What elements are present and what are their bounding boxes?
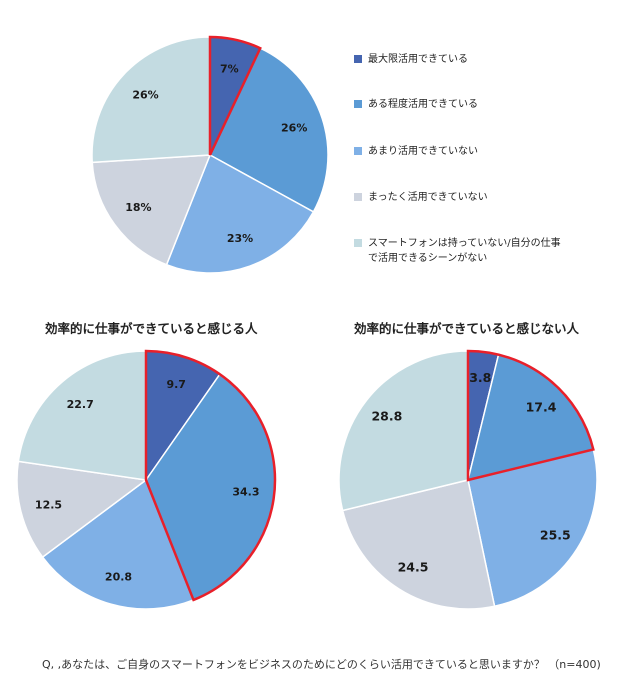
legend-item: ある程度活用できている (354, 97, 478, 112)
data-label: 12.5 (35, 499, 62, 512)
chart-title-efficient: 効率的に仕事ができていると感じる人 (45, 321, 258, 336)
pie-slice (17, 350, 147, 481)
data-label: 18% (125, 201, 151, 214)
data-label: 34.3 (232, 486, 259, 499)
data-label: 7% (220, 63, 239, 76)
legend-item: スマートフォンは持っていない/自分の仕事 で活用できるシーンがない (354, 236, 561, 266)
legend-swatch (354, 100, 362, 108)
legend-label: ある程度活用できている (368, 99, 478, 110)
pie-slice (91, 154, 212, 266)
chart-title-not-efficient: 効率的に仕事ができていると感じない人 (354, 321, 580, 336)
legend-label: 最大限活用できている (368, 54, 468, 65)
pie-slice (41, 478, 195, 610)
data-label: 24.5 (398, 560, 429, 575)
legend-swatch (354, 239, 362, 247)
data-label: 3.8 (469, 370, 491, 385)
legend-item: あまり活用できていない (354, 144, 478, 159)
pie-slice (467, 448, 598, 608)
pie-slice (91, 36, 211, 164)
legend-label: スマートフォンは持っていない/自分の仕事 で活用できるシーンがない (368, 238, 561, 264)
legend-swatch (354, 147, 362, 155)
data-label: 22.7 (67, 398, 94, 411)
data-label: 23% (227, 232, 253, 245)
legend-swatch (354, 55, 362, 63)
highlight-outline (208, 35, 262, 156)
pie-slice (16, 460, 148, 559)
footnote-question: Q, ,あなたは、ご自身のスマートフォンをビジネスのためにどのくらい活用できてい… (42, 658, 601, 671)
data-label: 9.7 (166, 378, 186, 391)
pie-chart: 9.7 34.3 20.8 12.5 22.7 (16, 349, 277, 610)
legend-swatch (354, 193, 362, 201)
data-label: 26% (132, 88, 158, 101)
legend-item: 最大限活用できている (354, 52, 468, 67)
pie-chart: 7% 26% 23% 18% 26% (91, 35, 329, 274)
data-label: 28.8 (371, 409, 402, 424)
data-label: 25.5 (540, 527, 571, 542)
highlight-outline (144, 349, 277, 602)
pie-chart: 3.8 17.4 25.5 24.5 28.8 (338, 349, 598, 610)
pie-slice (341, 479, 496, 610)
legend-label: まったく活用できていない (368, 192, 488, 203)
pie-slice (165, 153, 315, 274)
legend-item: まったく活用できていない (354, 190, 488, 205)
pie-slice (338, 350, 469, 512)
highlight-outline (466, 349, 595, 482)
data-label: 17.4 (526, 399, 557, 414)
legend-label: あまり活用できていない (368, 146, 478, 157)
data-label: 20.8 (105, 571, 132, 584)
data-label: 26% (281, 122, 307, 135)
